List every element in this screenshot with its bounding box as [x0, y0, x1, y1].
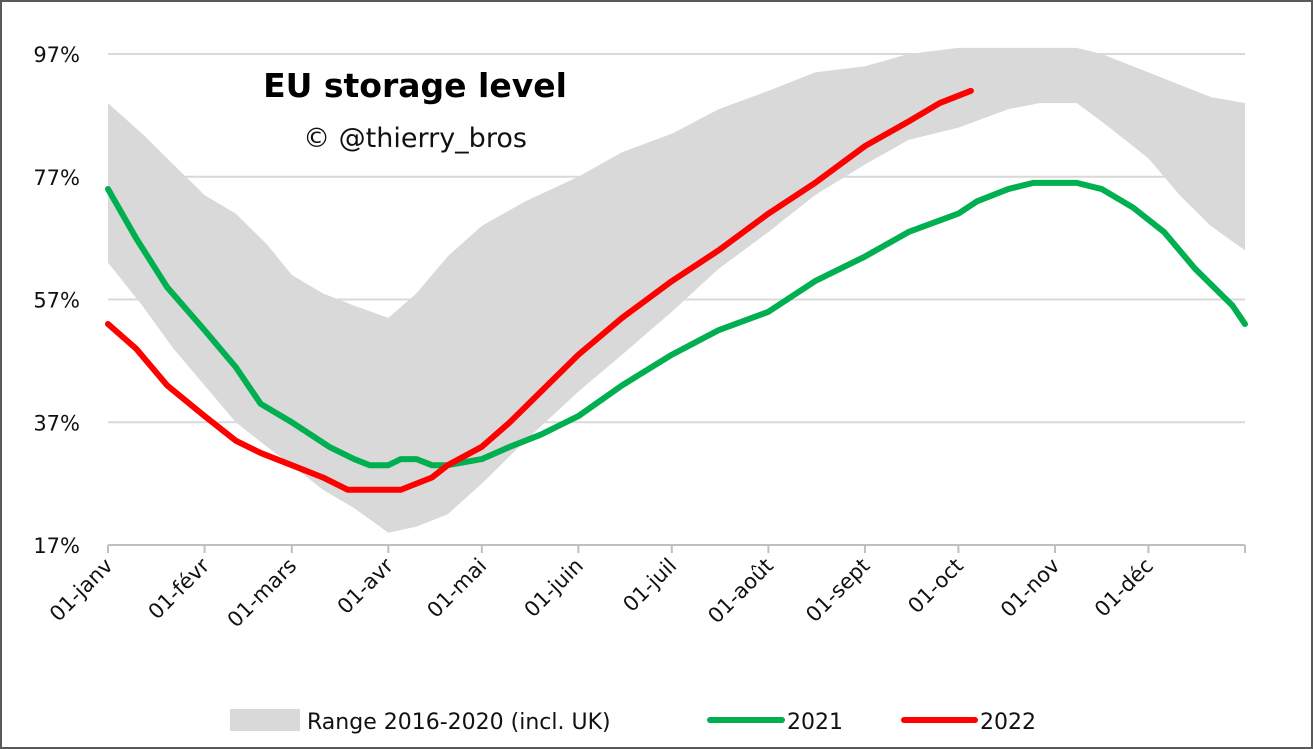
y-tick-label: 97%: [33, 43, 80, 67]
y-axis-ticks: 97% 77% 57% 37% 17%: [33, 43, 80, 558]
legend-swatch-range: [230, 709, 300, 731]
legend: Range 2016-2020 (incl. UK) 2021 2022: [230, 709, 1036, 735]
series-line-2022: [105, 87, 974, 493]
range-area: [108, 47, 1245, 533]
x-tick-label: 01-févr: [144, 553, 215, 624]
x-tick-label: 01-sept: [801, 554, 874, 627]
y-tick-label: 57%: [33, 289, 80, 313]
y-tick-label: 17%: [33, 534, 80, 558]
x-tick-label: 01-avr: [333, 553, 398, 618]
x-tick-label: 01-août: [703, 554, 778, 629]
legend-label-2021: 2021: [787, 710, 843, 735]
x-tick-label: 01-nov: [996, 554, 1065, 623]
y-tick-label: 37%: [33, 411, 80, 435]
series-line-2021: [105, 179, 1248, 469]
x-tick-label: 01-mars: [223, 554, 302, 633]
x-tick-label: 01-mai: [422, 554, 491, 623]
x-tick-label: 01-oct: [903, 554, 968, 619]
x-tick-label: 01-janv: [45, 554, 118, 627]
chart-subtitle: © @thierry_bros: [303, 123, 527, 154]
legend-label-range: Range 2016-2020 (incl. UK): [307, 710, 611, 735]
x-axis-ticks: 01-janv 01-févr 01-mars 01-avr 01-mai 01-juin…: [45, 545, 1246, 633]
chart-title: EU storage level: [263, 66, 567, 105]
x-tick-label: 01-déc: [1090, 554, 1158, 622]
y-tick-label: 77%: [33, 166, 80, 190]
x-tick-label: 01-juil: [618, 554, 681, 617]
legend-label-2022: 2022: [980, 710, 1036, 735]
x-tick-label: 01-juin: [520, 554, 588, 622]
